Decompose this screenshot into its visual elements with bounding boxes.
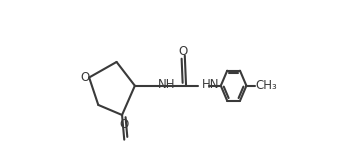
Text: O: O — [178, 46, 188, 58]
Text: O: O — [80, 71, 89, 84]
Text: CH₃: CH₃ — [256, 79, 277, 92]
Text: HN: HN — [202, 78, 219, 91]
Text: O: O — [120, 118, 129, 131]
Text: NH: NH — [158, 78, 176, 91]
